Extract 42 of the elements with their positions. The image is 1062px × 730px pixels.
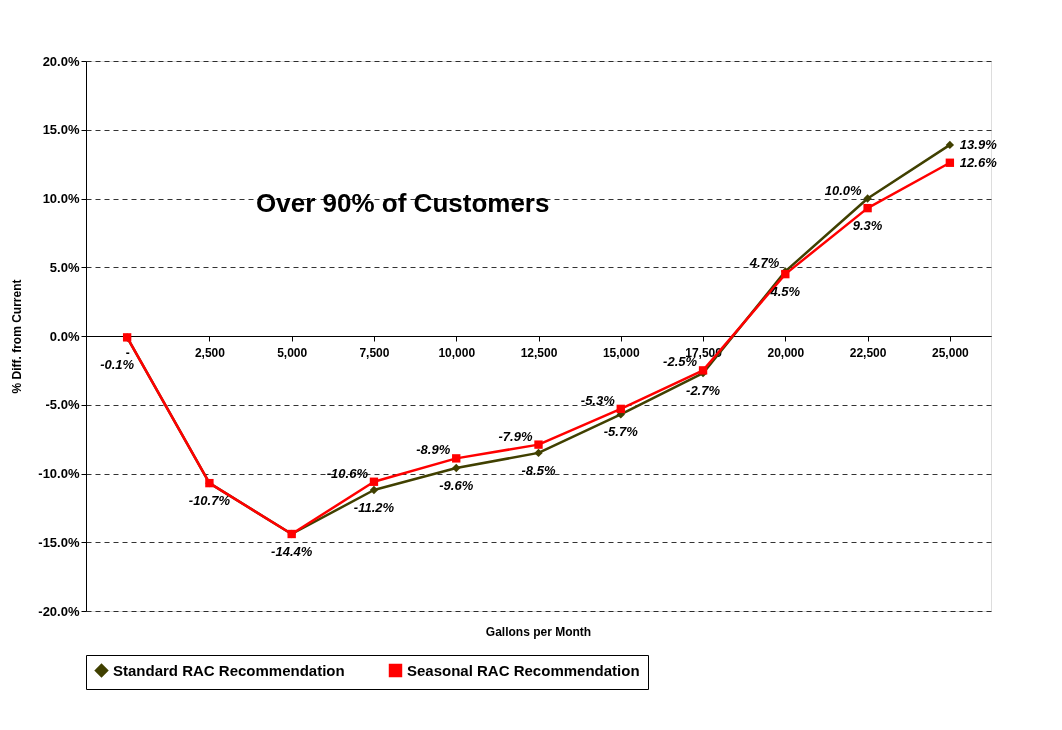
x-tick-label: 5,000 [277, 345, 308, 360]
x-tick-label: 20,000 [767, 345, 805, 360]
legend-label: Seasonal RAC Recommendation [407, 661, 640, 679]
data-label: -10.6% [326, 465, 369, 481]
data-label: 4.7% [748, 255, 780, 271]
data-label: -11.2% [353, 500, 395, 515]
data-label: 10.0% [824, 182, 863, 198]
x-tick-label: 15,000 [602, 345, 640, 360]
x-tick-label: 22,500 [849, 345, 887, 360]
y-tick-label: 10.0% [42, 191, 80, 206]
data-label: -9.6% [439, 478, 474, 493]
data-label: 9.3% [852, 218, 883, 234]
x-tick-label: 7,500 [359, 345, 390, 360]
y-axis-title: % Diff. from Current [10, 279, 25, 394]
y-tick-label: 15.0% [42, 122, 80, 138]
data-label: 4.5% [769, 284, 801, 300]
x-tick-label: 2,500 [194, 345, 226, 360]
y-tick-label: -10.0% [38, 466, 80, 481]
annotation: Over 90% of Customers [256, 187, 550, 218]
data-label: -0.1% [100, 357, 135, 373]
y-tick-label: -5.0% [45, 397, 80, 413]
y-tick-label: 20.0% [42, 53, 80, 69]
data-label: -10.7% [188, 493, 231, 509]
y-tick-label: -15.0% [38, 534, 80, 550]
data-label: -8.5% [521, 462, 556, 478]
data-label: 12.6% [959, 154, 998, 170]
y-tick-label: -20.0% [38, 603, 80, 619]
y-tick-label: 5.0% [49, 259, 80, 275]
x-tick-label: 25,000 [932, 345, 970, 360]
x-axis-title: Gallons per Month [485, 625, 592, 639]
data-label: -5.7% [603, 424, 639, 440]
legend-label: Standard RAC Recommendation [113, 661, 345, 679]
data-label: -5.3% [580, 392, 616, 408]
y-tick-label: 0.0% [49, 328, 80, 344]
data-label: -14.4% [271, 544, 313, 559]
data-label: -2.7% [686, 383, 721, 399]
data-label: -8.9% [416, 442, 451, 458]
x-tick-label: - [125, 345, 130, 360]
x-tick-label: 10,000 [438, 345, 476, 360]
data-label: -7.9% [498, 428, 533, 444]
x-tick-label: 12,500 [520, 345, 558, 360]
data-label: 13.9% [959, 136, 998, 152]
